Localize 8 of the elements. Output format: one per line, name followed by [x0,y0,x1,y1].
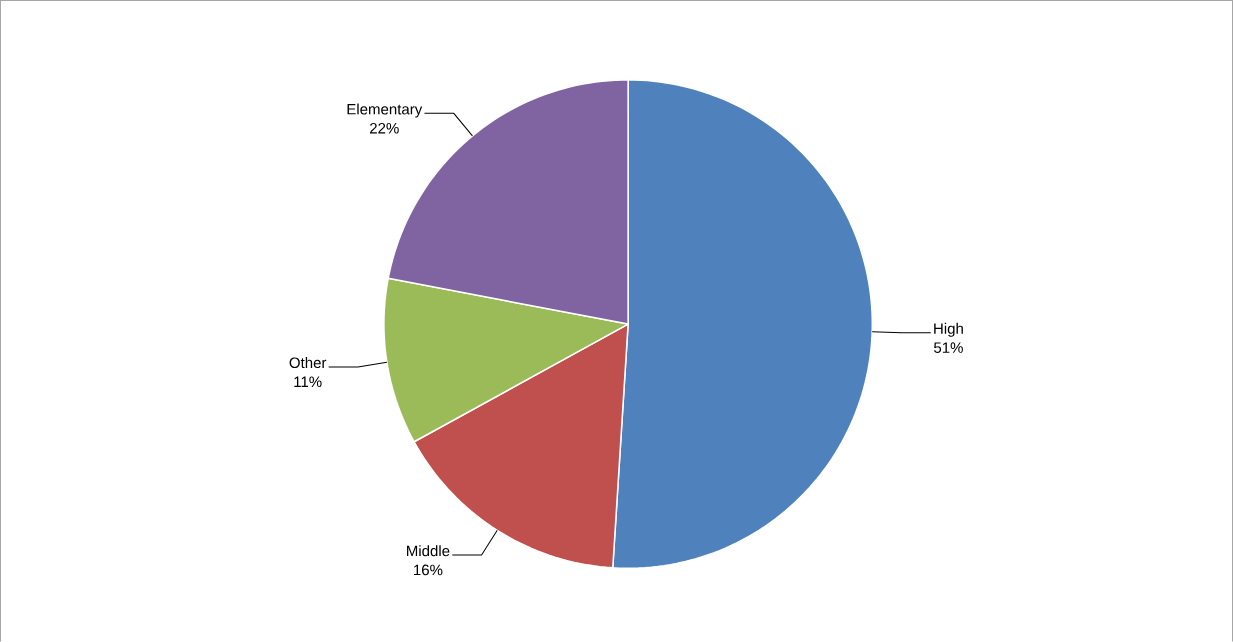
data-label: 11% [294,376,322,387]
data-label: 16% [414,564,443,576]
data-label: 22% [370,122,399,134]
slice-label: Other [289,357,327,369]
data-label: 51% [933,342,963,353]
slice-label: High [934,322,963,337]
slice-label: Elementary [347,103,423,118]
slice-label: Middle [407,545,450,557]
